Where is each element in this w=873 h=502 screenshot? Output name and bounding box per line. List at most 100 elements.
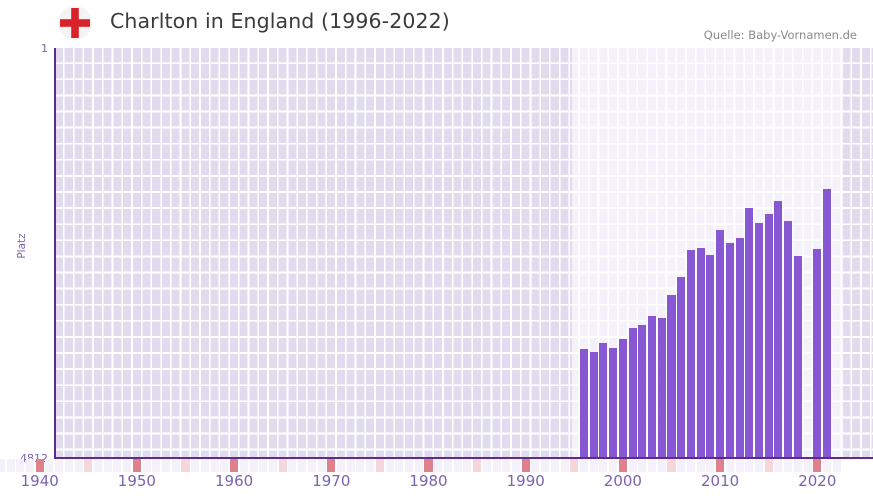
bar — [589, 351, 598, 458]
plot-area — [55, 48, 873, 458]
page-title: Charlton in England (1996-2022) — [110, 9, 450, 33]
x-tick-cell — [531, 459, 540, 472]
x-tick-cell — [288, 459, 297, 472]
x-axis-line — [55, 457, 873, 459]
x-tick-major — [521, 459, 530, 472]
x-tick-cell — [443, 459, 452, 472]
x-tick-minor — [473, 459, 482, 472]
y-axis-line — [54, 48, 56, 459]
x-tick-major — [327, 459, 336, 472]
x-tick-cell — [677, 459, 686, 472]
bar — [696, 248, 705, 458]
x-tick-cell — [200, 459, 209, 472]
x-tick-cell — [64, 459, 73, 472]
x-tick-cell — [142, 459, 151, 472]
x-tick-cell — [45, 459, 54, 472]
bar — [716, 229, 725, 458]
x-tick-cell — [162, 459, 171, 472]
x-tick-major — [813, 459, 822, 472]
x-tick-cell — [580, 459, 589, 472]
bar — [813, 249, 822, 458]
x-tick-minor — [181, 459, 190, 472]
x-tick-cell — [395, 459, 404, 472]
x-tick-major — [132, 459, 141, 472]
x-tick-cell — [686, 459, 695, 472]
bar-series — [55, 48, 873, 458]
x-tick-cell — [405, 459, 414, 472]
x-axis-tick-label: 1940 — [20, 472, 59, 490]
x-tick-minor — [764, 459, 773, 472]
y-axis-tick-top: 1 — [41, 42, 48, 55]
x-tick-cell — [259, 459, 268, 472]
x-tick-cell — [366, 459, 375, 472]
x-tick-minor — [375, 459, 384, 472]
england-flag-icon — [58, 6, 92, 40]
x-tick-cell — [55, 459, 64, 472]
x-tick-cell — [502, 459, 511, 472]
x-tick-cell — [784, 459, 793, 472]
x-axis-tick-label: 2020 — [798, 472, 837, 490]
x-tick-cell — [803, 459, 812, 472]
x-tick-cell — [317, 459, 326, 472]
bar — [745, 208, 754, 458]
x-tick-cell — [123, 459, 132, 472]
x-tick-cell — [511, 459, 520, 472]
chart-header: Charlton in England (1996-2022) Quelle: … — [0, 0, 873, 48]
x-tick-cell — [628, 459, 637, 472]
x-axis-tick-label: 2010 — [701, 472, 740, 490]
x-tick-cell — [6, 459, 15, 472]
bar — [628, 328, 637, 458]
x-tick-cell — [191, 459, 200, 472]
x-tick-cell — [220, 459, 229, 472]
x-tick-cell — [832, 459, 841, 472]
bar — [580, 348, 589, 458]
bar — [609, 347, 618, 458]
x-tick-minor — [278, 459, 287, 472]
x-tick-cell — [823, 459, 832, 472]
x-axis-tick-label: 1980 — [409, 472, 448, 490]
x-tick-major — [716, 459, 725, 472]
x-tick-cell — [385, 459, 394, 472]
x-tick-cell — [541, 459, 550, 472]
x-axis-tick-label: 1950 — [117, 472, 156, 490]
bar — [735, 238, 744, 458]
x-tick-cell — [103, 459, 112, 472]
x-tick-cell — [268, 459, 277, 472]
bar — [686, 250, 695, 458]
bar — [784, 221, 793, 458]
x-axis-tick-label: 1960 — [215, 472, 254, 490]
x-tick-cell — [356, 459, 365, 472]
bar — [774, 200, 783, 458]
x-tick-cell — [706, 459, 715, 472]
x-tick-cell — [745, 459, 754, 472]
x-axis-tick-label: 1990 — [506, 472, 545, 490]
bar — [599, 342, 608, 458]
x-tick-cell — [298, 459, 307, 472]
x-tick-cell — [492, 459, 501, 472]
x-tick-cell — [249, 459, 258, 472]
bar — [823, 189, 832, 458]
x-tick-cell — [735, 459, 744, 472]
x-tick-cell — [482, 459, 491, 472]
x-tick-cell — [589, 459, 598, 472]
source-label: Quelle: Baby-Vornamen.de — [703, 28, 857, 42]
x-tick-cell — [414, 459, 423, 472]
x-tick-cell — [152, 459, 161, 472]
bar — [618, 338, 627, 458]
bar — [648, 315, 657, 458]
x-tick-cell — [16, 459, 25, 472]
x-axis-tick-label: 2000 — [603, 472, 642, 490]
x-tick-cell — [754, 459, 763, 472]
x-tick-cell — [171, 459, 180, 472]
x-tick-cell — [560, 459, 569, 472]
x-tick-cell — [463, 459, 472, 472]
x-tick-cell — [346, 459, 355, 472]
x-tick-minor — [667, 459, 676, 472]
x-axis-tick-strip — [0, 459, 873, 472]
x-tick-major — [424, 459, 433, 472]
bar — [657, 317, 666, 458]
bar — [764, 213, 773, 458]
x-tick-major — [230, 459, 239, 472]
x-tick-cell — [638, 459, 647, 472]
